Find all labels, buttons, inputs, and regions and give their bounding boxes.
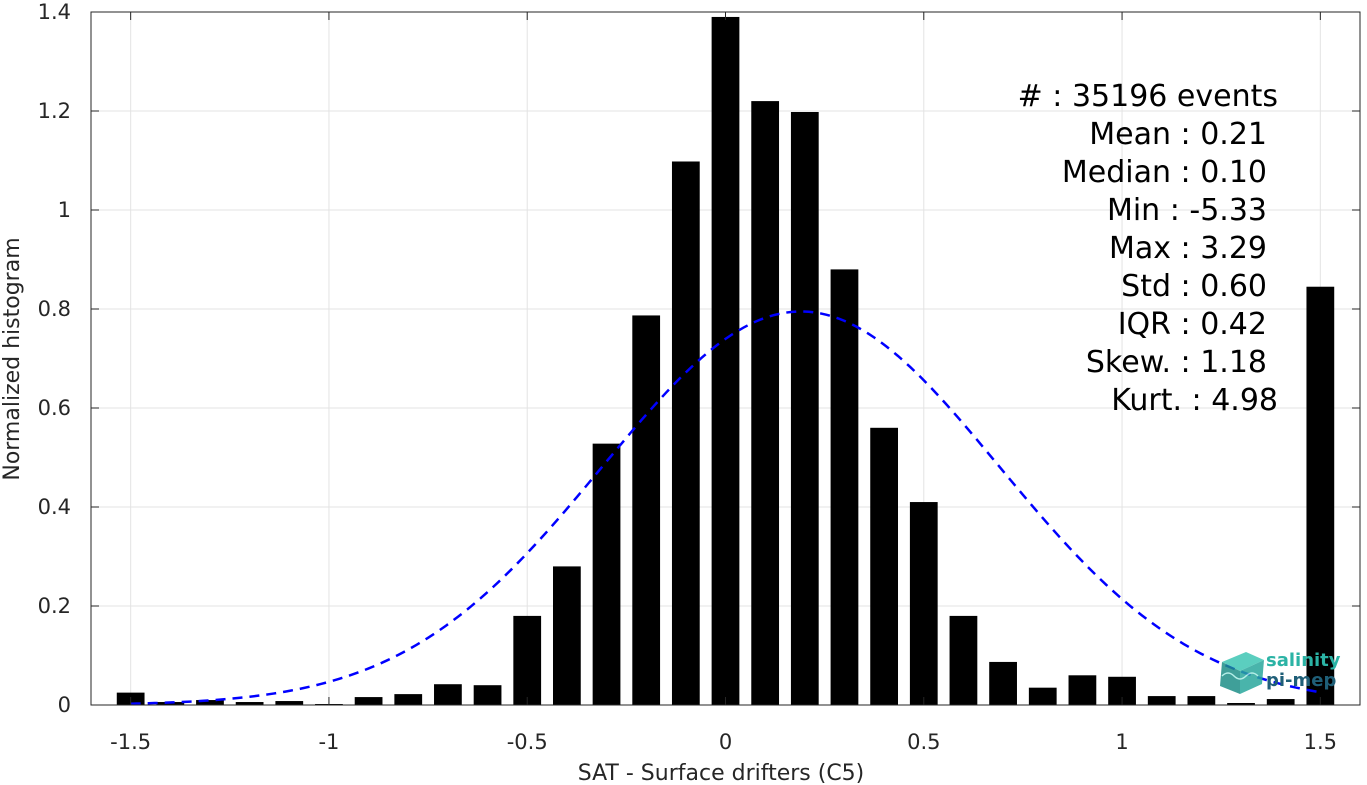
stat-iqr: IQR : 0.42 — [1118, 307, 1267, 342]
histogram-bar — [1306, 286, 1335, 705]
y-axis-label: Normalized histogram — [0, 237, 25, 480]
histogram-bar — [1147, 696, 1176, 705]
histogram-bar — [989, 661, 1017, 705]
x-tick-label: -1.5 — [110, 730, 151, 754]
histogram-bar — [196, 700, 224, 705]
histogram-bar — [711, 16, 740, 705]
histogram-bar — [275, 701, 304, 705]
y-tick-label: 0 — [58, 693, 71, 717]
y-tick-label: 1 — [58, 198, 71, 222]
normal-fit-curve — [130, 310, 1321, 705]
stat-std: Std : 0.60 — [1121, 269, 1267, 304]
logo-salinity-text: salinity — [1266, 650, 1341, 671]
histogram-bar — [1028, 687, 1057, 705]
histogram-bar — [909, 502, 938, 705]
y-tick-labels: 0 0.2 0.4 0.6 0.8 1 1.2 1.4 — [38, 0, 71, 717]
x-tick-label: 1 — [1115, 730, 1128, 754]
stat-median: Median : 0.10 — [1062, 155, 1267, 190]
histogram-bar — [632, 315, 661, 705]
histogram-bar — [1068, 675, 1097, 705]
stats-box: # : 35196 events Mean : 0.21 Median : 0.… — [1018, 79, 1278, 418]
histogram-bar — [354, 697, 383, 705]
y-tick-label: 1.2 — [38, 99, 71, 123]
histogram-bar — [592, 443, 621, 705]
x-tick-labels: -1.5 -1 -0.5 0 0.5 1 1.5 — [110, 730, 1337, 754]
histogram-bar — [434, 684, 462, 705]
histogram-bar — [830, 269, 859, 705]
stat-events: # : 35196 events — [1018, 79, 1278, 114]
histogram-bar — [790, 111, 819, 706]
histogram-bars — [116, 16, 1335, 706]
histogram-bar — [751, 101, 780, 706]
y-tick-label: 0.6 — [38, 396, 71, 420]
histogram-bar — [235, 702, 264, 705]
stat-mean: Mean : 0.21 — [1089, 117, 1267, 152]
histogram-bar — [870, 427, 899, 705]
stat-max: Max : 3.29 — [1109, 231, 1267, 266]
stat-min: Min : -5.33 — [1107, 193, 1267, 228]
histogram-bar — [513, 615, 542, 705]
x-tick-label: -1 — [318, 730, 339, 754]
x-tick-label: -0.5 — [507, 730, 548, 754]
histogram-bar — [1266, 699, 1295, 705]
histogram-bar — [949, 615, 978, 705]
x-axis-label: SAT - Surface drifters (C5) — [578, 761, 865, 785]
x-tick-label: 0 — [719, 730, 732, 754]
stat-kurt: Kurt. : 4.98 — [1111, 383, 1278, 418]
axes-frame — [90, 11, 1361, 706]
y-tick-label: 0.8 — [38, 297, 71, 321]
histogram-bar — [473, 685, 502, 705]
histogram-bar — [552, 566, 581, 705]
y-tick-label: 1.4 — [38, 0, 71, 24]
y-tick-label: 0.2 — [38, 594, 71, 618]
wave-cube-icon — [1220, 652, 1264, 694]
histogram-bar — [394, 694, 423, 705]
histogram-bar — [1227, 703, 1255, 705]
stat-skew: Skew. : 1.18 — [1086, 345, 1267, 380]
histogram-bar — [1187, 696, 1216, 705]
logo-pimep-text: pi-mep — [1266, 670, 1336, 691]
histogram-bar — [671, 161, 700, 706]
x-tick-label: 1.5 — [1304, 730, 1337, 754]
x-tick-label: 0.5 — [907, 730, 940, 754]
y-tick-label: 0.4 — [38, 495, 71, 519]
salinity-pimep-logo: salinity pi-mep — [1220, 650, 1341, 694]
